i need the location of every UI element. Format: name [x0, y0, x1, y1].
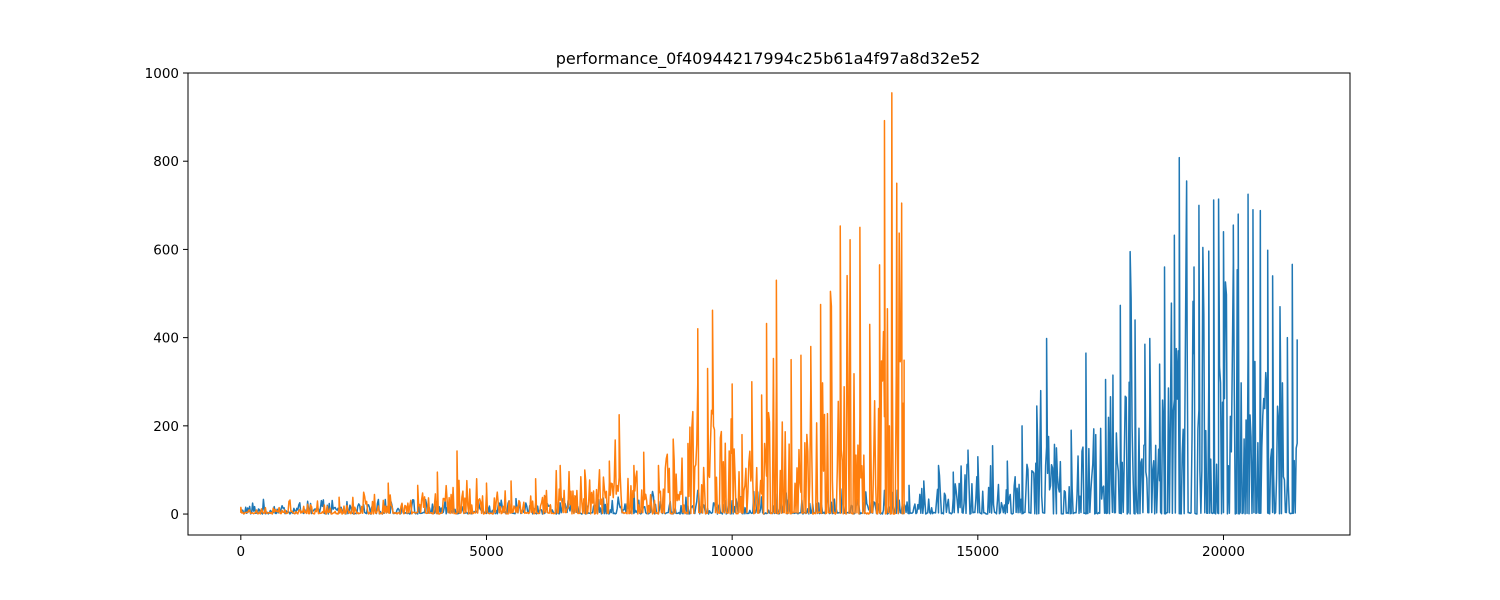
x-tick-label: 20000: [1202, 544, 1245, 560]
y-axis: 0 200 400 600 800 1000: [145, 66, 188, 523]
y-tick-label: 600: [153, 242, 179, 258]
chart-title: performance_0f40944217994c25b61a4f97a8d3…: [556, 49, 981, 69]
y-tick-label: 200: [153, 419, 179, 435]
y-tick-label: 400: [153, 331, 179, 347]
plot-frame: [187, 72, 1351, 536]
x-tick-label: 0: [237, 544, 246, 560]
x-axis: 0 5000 10000 15000 20000: [237, 535, 1245, 560]
y-tick-label: 0: [170, 507, 179, 523]
y-tick-label: 1000: [145, 66, 179, 82]
x-tick-label: 10000: [711, 544, 754, 560]
series-layer: [240, 92, 1298, 515]
x-tick-label: 5000: [469, 544, 503, 560]
y-tick-label: 800: [153, 154, 179, 170]
x-tick-label: 15000: [956, 544, 999, 560]
series-line-series_orange: [240, 92, 905, 515]
